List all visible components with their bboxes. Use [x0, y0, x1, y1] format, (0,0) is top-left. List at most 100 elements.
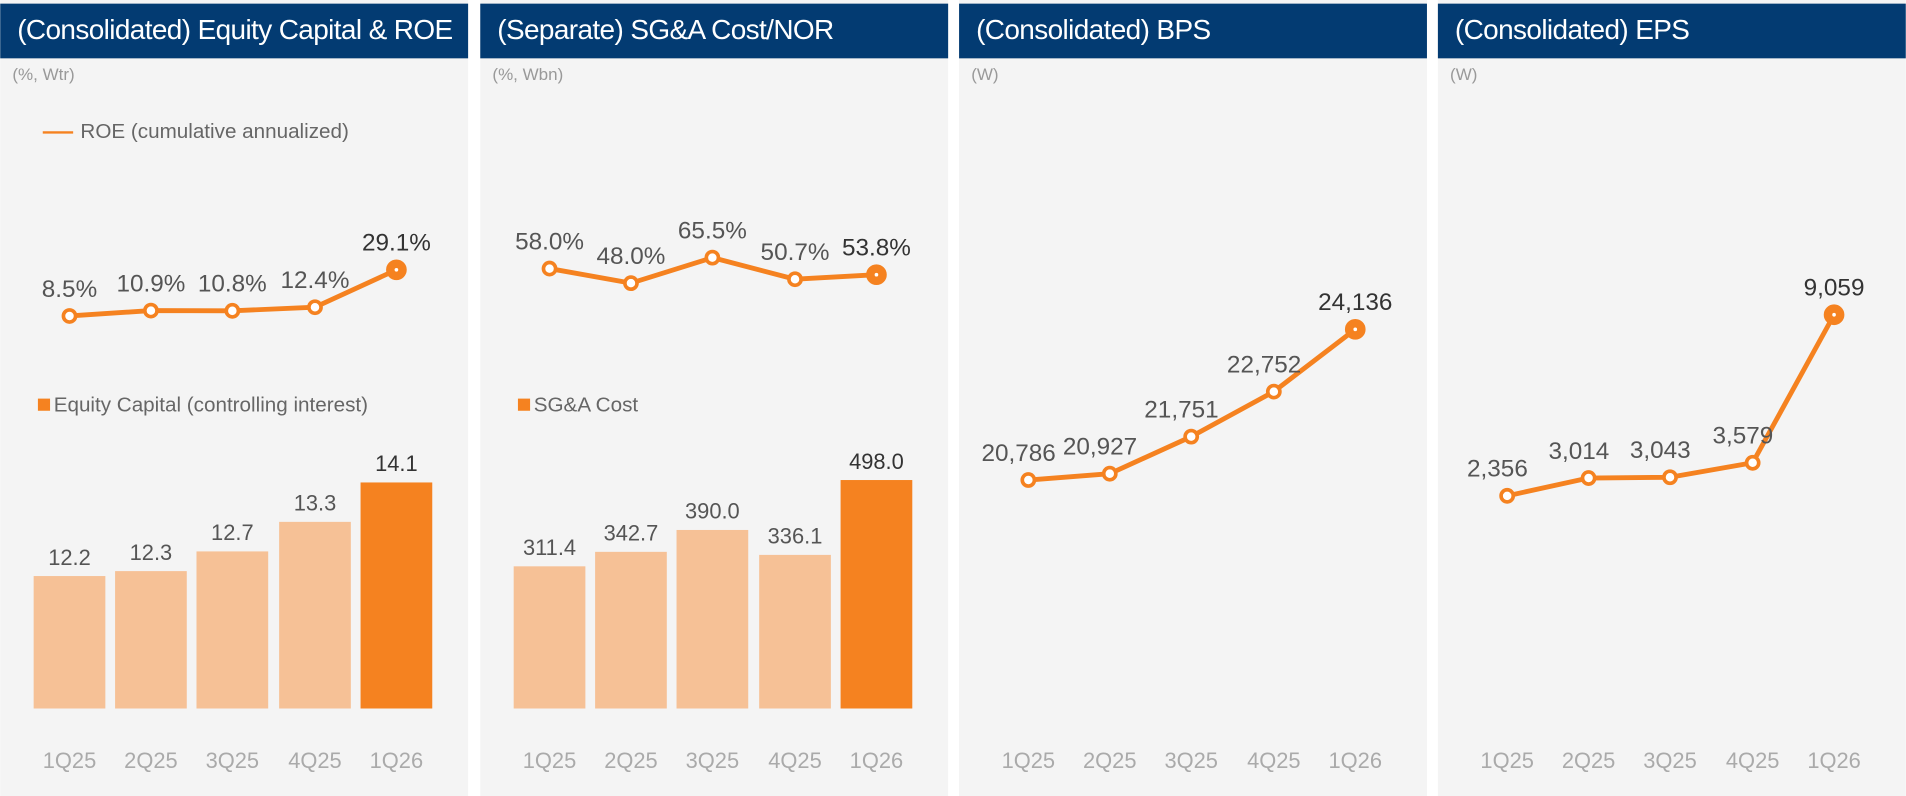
unit-label: (%, Wtr) — [12, 65, 74, 84]
bar-value-label: 498.0 — [849, 449, 904, 474]
x-tick-label: 4Q25 — [768, 748, 821, 773]
x-tick-label: 1Q25 — [523, 748, 576, 773]
bar-value-label: 12.3 — [130, 540, 173, 565]
line-point — [1580, 470, 1597, 486]
point-value-label: 9,059 — [1804, 275, 1865, 302]
bar — [33, 576, 106, 709]
bar-value-label: 342.7 — [604, 521, 659, 546]
point-value-label: 20,786 — [981, 440, 1055, 467]
point-value-label: 48.0% — [597, 243, 666, 270]
point-value-label: 10.8% — [198, 271, 267, 298]
bar — [115, 571, 187, 709]
x-tick-label: 1Q25 — [1002, 748, 1055, 773]
bar-value-label: 311.4 — [523, 535, 576, 560]
line-point — [1183, 428, 1200, 445]
point-value-label: 53.8% — [842, 235, 911, 262]
x-tick-label: 4Q25 — [1247, 748, 1300, 773]
line-point-center — [874, 272, 879, 277]
line-point — [1744, 454, 1761, 471]
line-point-center — [394, 267, 399, 272]
line-point — [307, 299, 323, 316]
x-tick-label: 1Q25 — [43, 748, 96, 773]
x-tick-label: 1Q26 — [1807, 748, 1860, 773]
panel-bg — [1437, 0, 1906, 796]
legend-label: ROE (cumulative annualized) — [80, 120, 348, 143]
line-point — [61, 308, 78, 324]
bar — [360, 482, 433, 709]
point-value-label: 24,136 — [1318, 289, 1392, 316]
x-tick-label: 4Q25 — [288, 748, 341, 773]
x-tick-label: 1Q26 — [850, 748, 903, 773]
panel-title: (Consolidated) EPS — [1455, 14, 1689, 45]
line-point — [143, 302, 159, 319]
point-value-label: 20,927 — [1063, 434, 1137, 461]
point-value-label: 8.5% — [42, 276, 97, 303]
panel-header — [0, 3, 469, 59]
panel-title: (Consolidated) BPS — [976, 14, 1210, 45]
x-tick-label: 4Q25 — [1726, 748, 1779, 773]
point-value-label: 22,752 — [1227, 351, 1301, 378]
line-point — [1499, 487, 1516, 504]
bar-value-label: 390.0 — [685, 499, 740, 524]
line-point-center — [1832, 312, 1836, 317]
panel-title: (Separate) SG&A Cost/NOR — [497, 14, 833, 45]
bar-value-label: 13.3 — [294, 491, 337, 516]
panel-bg — [959, 0, 1427, 796]
panel-header — [1437, 3, 1906, 59]
bar-value-label: 14.1 — [375, 451, 418, 476]
x-tick-label: 3Q25 — [206, 748, 259, 773]
legend-swatch — [37, 398, 51, 411]
point-value-label: 3,014 — [1548, 438, 1609, 465]
bar-value-label: 12.7 — [211, 520, 254, 545]
point-value-label: 21,751 — [1144, 397, 1218, 424]
unit-label: (W) — [971, 65, 998, 84]
panel-header — [480, 3, 949, 59]
point-value-label: 12.4% — [281, 267, 350, 294]
point-value-label: 3,579 — [1713, 423, 1774, 450]
point-value-label: 2,356 — [1467, 456, 1528, 483]
legend-label: SG&A Cost — [534, 393, 639, 416]
x-tick-label: 1Q26 — [1329, 748, 1382, 773]
line-point — [541, 260, 558, 277]
bar-value-label: 336.1 — [768, 524, 823, 549]
bar — [279, 521, 351, 709]
x-tick-label: 3Q25 — [1643, 748, 1696, 773]
bar — [759, 554, 831, 709]
x-tick-label: 2Q25 — [124, 748, 177, 773]
line-point — [1101, 465, 1118, 482]
line-point — [1265, 383, 1282, 400]
legend-swatch — [517, 398, 531, 411]
x-tick-label: 1Q25 — [1480, 748, 1533, 773]
x-tick-label: 1Q26 — [370, 748, 423, 773]
bar — [595, 551, 667, 709]
bar — [840, 480, 913, 709]
point-value-label: 29.1% — [362, 230, 431, 257]
unit-label: (%, Wbn) — [492, 65, 563, 84]
line-point — [787, 271, 803, 288]
bar — [513, 566, 586, 709]
line-point — [224, 302, 241, 319]
legend-label: Equity Capital (controlling interest) — [54, 393, 368, 416]
point-value-label: 3,043 — [1630, 437, 1691, 464]
x-tick-label: 2Q25 — [1083, 748, 1136, 773]
bar — [676, 529, 749, 709]
x-tick-label: 2Q25 — [604, 748, 657, 773]
panel-header — [959, 3, 1427, 59]
panel-title: (Consolidated) Equity Capital & ROE — [17, 14, 452, 45]
point-value-label: 50.7% — [761, 239, 830, 266]
line-point — [623, 275, 639, 292]
unit-label: (W) — [1450, 65, 1477, 84]
point-value-label: 65.5% — [678, 218, 747, 245]
bar — [196, 551, 269, 709]
line-point — [1020, 472, 1037, 488]
x-tick-label: 3Q25 — [1164, 748, 1217, 773]
line-point — [1662, 469, 1678, 486]
line-point-center — [1353, 327, 1358, 332]
line-point — [704, 249, 721, 266]
bar-value-label: 12.2 — [48, 545, 91, 570]
x-tick-label: 3Q25 — [686, 748, 739, 773]
x-tick-label: 2Q25 — [1562, 748, 1615, 773]
point-value-label: 10.9% — [116, 270, 185, 297]
